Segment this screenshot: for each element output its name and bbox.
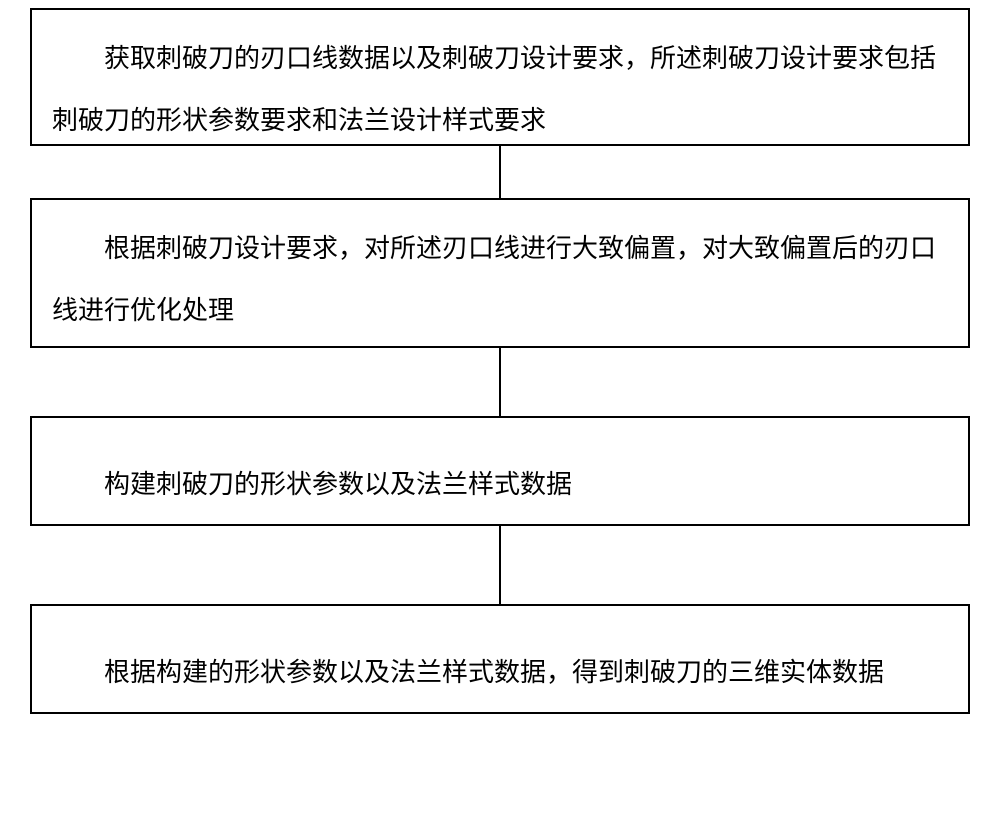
flow-connector-2: [499, 348, 501, 416]
flow-step-4: 根据构建的形状参数以及法兰样式数据，得到刺破刀的三维实体数据: [30, 604, 970, 714]
flowchart-container: 获取刺破刀的刃口线数据以及刺破刀设计要求，所述刺破刀设计要求包括刺破刀的形状参数…: [30, 8, 970, 714]
flow-connector-3: [499, 526, 501, 604]
flow-step-2: 根据刺破刀设计要求，对所述刃口线进行大致偏置，对大致偏置后的刃口线进行优化处理: [30, 198, 970, 348]
flow-step-2-text: 根据刺破刀设计要求，对所述刃口线进行大致偏置，对大致偏置后的刃口线进行优化处理: [52, 218, 948, 343]
flow-step-1-text: 获取刺破刀的刃口线数据以及刺破刀设计要求，所述刺破刀设计要求包括刺破刀的形状参数…: [52, 28, 948, 153]
flow-step-3-text: 构建刺破刀的形状参数以及法兰样式数据: [52, 454, 948, 516]
flow-step-1: 获取刺破刀的刃口线数据以及刺破刀设计要求，所述刺破刀设计要求包括刺破刀的形状参数…: [30, 8, 970, 146]
flow-connector-1: [499, 146, 501, 198]
flow-step-4-text: 根据构建的形状参数以及法兰样式数据，得到刺破刀的三维实体数据: [52, 642, 948, 704]
flow-step-3: 构建刺破刀的形状参数以及法兰样式数据: [30, 416, 970, 526]
